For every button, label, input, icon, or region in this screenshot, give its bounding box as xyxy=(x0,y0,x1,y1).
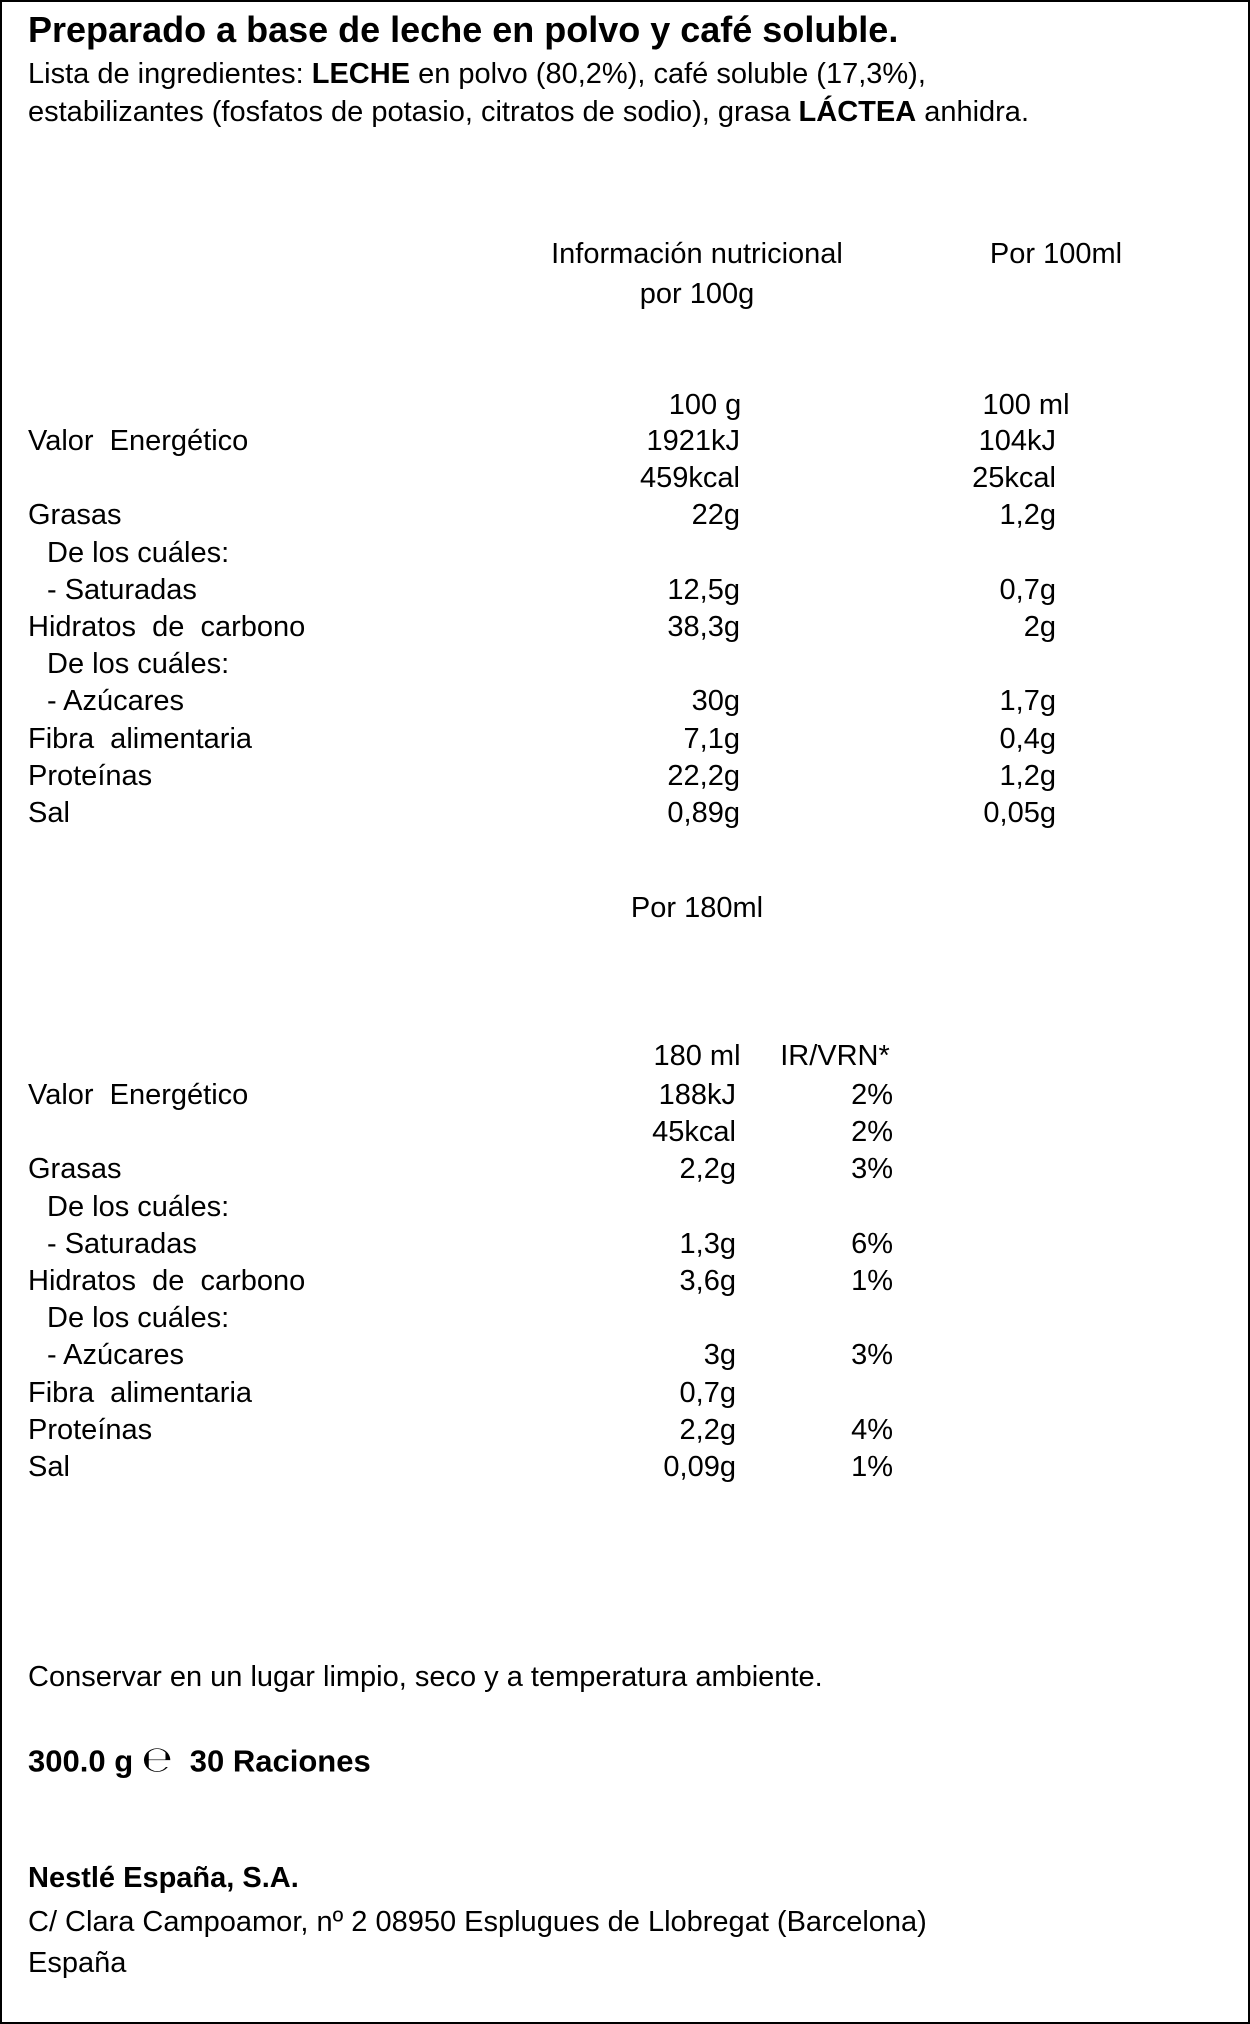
unit-heading: 180 ml xyxy=(653,1040,741,1072)
text: anhidra. xyxy=(916,96,1029,128)
allergen: LÁCTEA xyxy=(798,96,917,128)
row-label: Grasas xyxy=(28,1153,122,1186)
ingredients: estabilizantes (fosfatos de potasio, cit… xyxy=(28,94,1029,130)
cell: 104kJ xyxy=(978,425,1056,457)
row-label: - Azúcares xyxy=(47,1339,184,1372)
cell: 30g xyxy=(691,685,740,718)
row-label: Hidratos de carbono xyxy=(28,1265,306,1297)
cell: 2,2g xyxy=(679,1153,736,1186)
cell: 0,05g xyxy=(983,797,1056,829)
cell: 4% xyxy=(851,1413,893,1446)
row-label: Valor Energético xyxy=(28,425,249,457)
row-label: - Saturadas xyxy=(47,573,197,606)
cell: 2% xyxy=(851,1116,893,1149)
row-label: Valor Energético xyxy=(28,1079,249,1111)
cell: 25kcal xyxy=(972,462,1056,495)
servings: 30 Raciones xyxy=(189,1743,371,1779)
company-address: C/ Clara Campoamor, nº 2 08950 Esplugues… xyxy=(28,1906,927,1938)
cell: 1,7g xyxy=(999,685,1056,718)
column-heading: por 100g xyxy=(639,278,755,310)
cell: 1,3g xyxy=(679,1227,736,1260)
cell: 38,3g xyxy=(667,611,740,643)
cell: 6% xyxy=(851,1227,893,1260)
unit-heading: 100 ml xyxy=(982,389,1070,421)
weight: 300.0 g xyxy=(28,1743,134,1779)
sub-heading: De los cuáles: xyxy=(47,648,230,681)
row-label: Fibra alimentaria xyxy=(28,1376,253,1409)
text: en polvo (80,2%), café soluble (17,3%), xyxy=(410,58,926,90)
cell: 22g xyxy=(691,499,740,532)
row-label: Sal xyxy=(28,1451,70,1483)
company-country: España xyxy=(28,1947,127,1979)
text: estabilizantes (fosfatos de potasio, cit… xyxy=(28,96,799,128)
cell: 3,6g xyxy=(679,1265,736,1297)
allergen: LECHE xyxy=(311,58,411,90)
column-heading: Por 100ml xyxy=(989,238,1123,270)
row-label: Proteínas xyxy=(28,759,153,792)
cell: 1% xyxy=(851,1451,893,1483)
unit-heading: IR/VRN* xyxy=(780,1040,890,1072)
section-heading: Por 180ml xyxy=(630,892,764,924)
cell: 3% xyxy=(851,1339,893,1372)
cell: 12,5g xyxy=(667,573,740,606)
cell: 0,7g xyxy=(999,573,1056,606)
cell: 2g xyxy=(1023,611,1056,643)
cell: 3% xyxy=(851,1153,893,1186)
cell: 0,89g xyxy=(667,797,740,829)
row-label: Sal xyxy=(28,797,70,829)
sub-heading: De los cuáles: xyxy=(47,536,230,569)
cell: 3g xyxy=(703,1339,736,1372)
cell: 0,09g xyxy=(663,1451,736,1483)
cell: 1,2g xyxy=(999,499,1056,532)
cell: 1,2g xyxy=(999,759,1056,792)
cell: 1921kJ xyxy=(646,425,740,457)
column-heading: Información nutricional xyxy=(551,238,843,270)
cell: 2% xyxy=(851,1079,893,1111)
cell: 188kJ xyxy=(658,1079,736,1111)
storage: Conservar en un lugar limpio, seco y a t… xyxy=(28,1661,823,1693)
cell: 459kcal xyxy=(640,462,740,495)
company-name: Nestlé España, S.A. xyxy=(28,1862,299,1894)
cell: 0,4g xyxy=(999,722,1056,755)
row-label: Fibra alimentaria xyxy=(28,722,253,755)
cell: 0,7g xyxy=(679,1376,736,1409)
estimated-sign: ℮ xyxy=(141,1739,173,1781)
row-label: - Saturadas xyxy=(47,1227,197,1260)
unit-heading: 100 g xyxy=(668,389,742,421)
quantity: 300.0 g ℮ 30 Raciones xyxy=(28,1739,371,1781)
cell: 2,2g xyxy=(679,1413,736,1446)
ingredients: Lista de ingredientes: LECHE en polvo (8… xyxy=(28,56,926,92)
title: Preparado a base de leche en polvo y caf… xyxy=(28,9,899,50)
sub-heading: De los cuáles: xyxy=(47,1190,230,1223)
row-label: Grasas xyxy=(28,499,122,532)
row-label: - Azúcares xyxy=(47,685,184,718)
row-label: Hidratos de carbono xyxy=(28,611,306,643)
cell: 45kcal xyxy=(652,1116,736,1149)
row-label: Proteínas xyxy=(28,1413,153,1446)
text: Lista de ingredientes: xyxy=(28,58,312,90)
cell: 7,1g xyxy=(683,722,740,755)
cell: 22,2g xyxy=(667,759,740,792)
cell: 1% xyxy=(851,1265,893,1297)
sub-heading: De los cuáles: xyxy=(47,1302,230,1335)
